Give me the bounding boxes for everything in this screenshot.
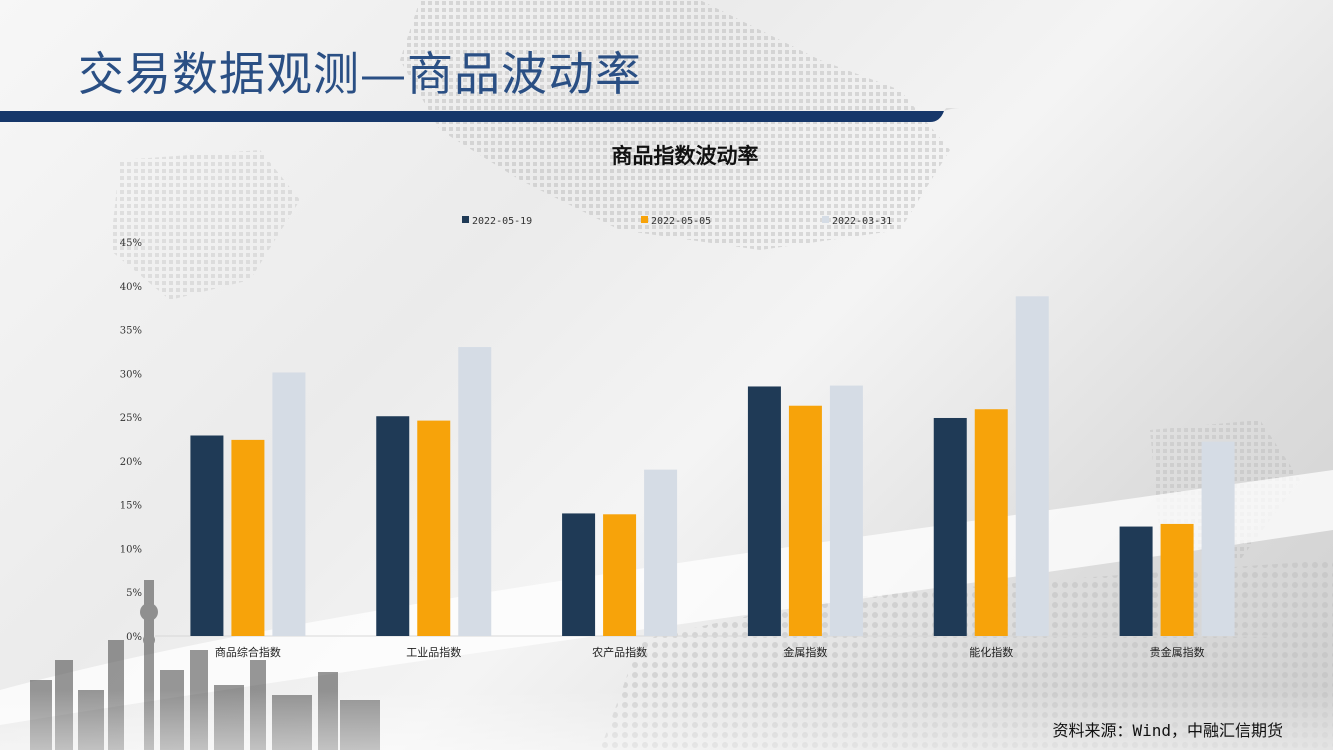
x-tick-label: 工业品指数 xyxy=(406,645,461,659)
legend-swatch-1 xyxy=(462,216,469,223)
bar-series-2 xyxy=(231,439,265,636)
x-tick-label: 贵金属指数 xyxy=(1150,645,1205,659)
x-axis: 商品综合指数 工业品指数 农产品指数 金属指数 能化指数 贵金属指数 xyxy=(215,645,1205,659)
chart-title: 商品指数波动率 xyxy=(612,144,759,168)
legend-swatch-2 xyxy=(641,216,648,223)
bar-series-1 xyxy=(376,416,410,636)
bar-series-1 xyxy=(1119,526,1153,636)
bar-series-1 xyxy=(933,417,967,636)
y-tick-label: 0% xyxy=(126,632,142,643)
slide-title: 交易数据观测—商品波动率 xyxy=(78,47,642,101)
bar-series-3 xyxy=(458,347,492,636)
bar-series-3 xyxy=(644,469,678,636)
x-tick-label: 商品综合指数 xyxy=(215,645,281,659)
bar-series-2 xyxy=(603,514,637,636)
y-tick-label: 20% xyxy=(120,457,142,468)
bar-series-1 xyxy=(747,386,781,636)
x-tick-label: 金属指数 xyxy=(783,645,827,659)
legend-label-3: 2022-03-31 xyxy=(832,216,892,227)
bar-series-3 xyxy=(272,372,306,636)
bar-series-2 xyxy=(417,420,451,636)
legend-label-2: 2022-05-05 xyxy=(651,216,711,227)
y-tick-label: 10% xyxy=(120,544,142,555)
legend-swatch-3 xyxy=(822,216,829,223)
y-tick-label: 15% xyxy=(120,501,142,512)
title-band xyxy=(0,108,1333,122)
world-map-dots-left xyxy=(110,150,300,300)
bar-series-2 xyxy=(788,405,822,636)
bar-series-3 xyxy=(1201,441,1235,636)
x-tick-label: 能化指数 xyxy=(969,645,1013,659)
legend-label-1: 2022-05-19 xyxy=(472,216,532,227)
bar-series-3 xyxy=(1015,296,1049,636)
y-tick-label: 30% xyxy=(120,369,142,380)
y-tick-label: 5% xyxy=(126,588,142,599)
bar-series-2 xyxy=(974,409,1008,636)
chart-legend: 2022-05-19 2022-05-05 2022-03-31 xyxy=(462,216,892,227)
bar-series-3 xyxy=(829,385,863,636)
chart-bars xyxy=(190,296,1235,636)
bar-series-1 xyxy=(190,435,224,636)
y-axis: 0% 5% 10% 15% 20% 25% 30% 35% 40% 45% xyxy=(120,238,142,643)
bar-series-2 xyxy=(1160,523,1194,636)
bar-series-1 xyxy=(562,513,596,636)
y-tick-label: 35% xyxy=(120,326,142,337)
source-note: 资料来源：Wind，中融汇信期货 xyxy=(1052,721,1283,740)
y-tick-label: 45% xyxy=(120,238,142,249)
world-map-dots xyxy=(400,0,950,250)
y-tick-label: 25% xyxy=(120,413,142,424)
y-tick-label: 40% xyxy=(120,282,142,293)
x-tick-label: 农产品指数 xyxy=(592,645,647,659)
